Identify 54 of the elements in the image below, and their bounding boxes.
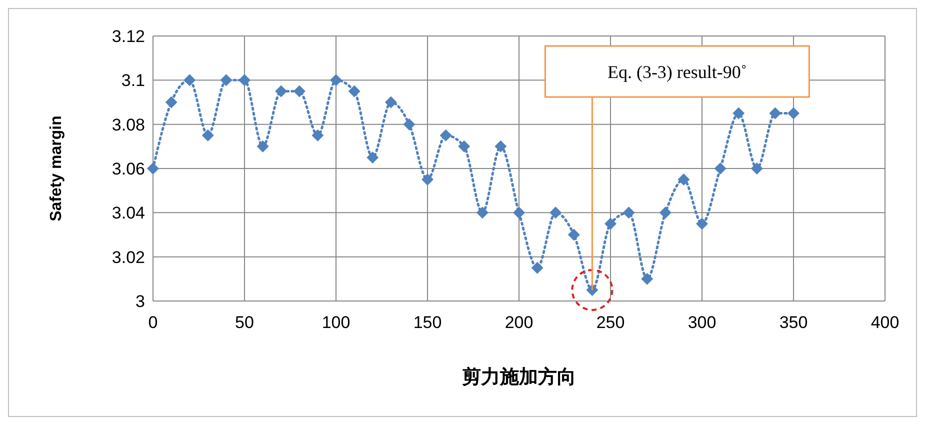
point bbox=[330, 74, 342, 86]
x-tick-label: 300 bbox=[688, 313, 716, 332]
x-tick-label: 400 bbox=[870, 313, 900, 332]
point bbox=[476, 206, 488, 219]
point bbox=[366, 151, 379, 164]
y-axis-title: Safety margin bbox=[48, 116, 65, 222]
point bbox=[293, 85, 306, 98]
point bbox=[696, 218, 708, 230]
point bbox=[550, 206, 562, 219]
y-tick-label: 3.08 bbox=[112, 115, 145, 134]
point bbox=[275, 85, 288, 98]
point bbox=[604, 218, 616, 230]
point bbox=[165, 96, 178, 108]
x-tick-label: 250 bbox=[596, 313, 625, 332]
y-tick-label: 3.1 bbox=[121, 71, 145, 90]
y-tick-label: 3.04 bbox=[112, 204, 145, 223]
point bbox=[769, 107, 782, 120]
x-tick-label: 0 bbox=[148, 313, 158, 332]
y-tick-label: 3.02 bbox=[112, 248, 145, 267]
point bbox=[440, 129, 452, 142]
x-axis-title: 剪力施加方向 bbox=[462, 366, 576, 388]
y-tick-label: 3.12 bbox=[112, 26, 145, 46]
point bbox=[750, 162, 763, 174]
x-tick-label: 50 bbox=[235, 313, 254, 332]
point bbox=[403, 118, 416, 130]
point bbox=[622, 206, 635, 219]
point bbox=[147, 162, 159, 174]
x-tick-label: 200 bbox=[504, 313, 534, 332]
point bbox=[384, 96, 397, 108]
point bbox=[202, 129, 214, 142]
x-tick-label: 100 bbox=[322, 313, 350, 332]
point bbox=[714, 162, 726, 174]
point bbox=[184, 74, 196, 86]
point bbox=[678, 174, 690, 186]
point bbox=[568, 228, 580, 241]
point bbox=[220, 74, 232, 86]
point bbox=[788, 107, 800, 120]
point bbox=[238, 74, 250, 86]
point bbox=[659, 206, 672, 219]
point bbox=[513, 206, 525, 219]
annotation: Eq. (3-3) result-90˚ bbox=[607, 62, 747, 82]
point bbox=[256, 140, 269, 152]
x-tick-label: 350 bbox=[779, 313, 808, 332]
point bbox=[458, 140, 470, 152]
point bbox=[641, 272, 654, 285]
point bbox=[531, 262, 544, 274]
point bbox=[494, 140, 507, 152]
y-tick-label: 3.06 bbox=[112, 159, 145, 178]
point bbox=[348, 85, 360, 98]
point bbox=[732, 107, 745, 120]
point bbox=[312, 129, 324, 142]
y-tick-label: 3 bbox=[136, 292, 145, 311]
x-tick-label: 150 bbox=[413, 313, 442, 332]
point bbox=[422, 174, 434, 186]
